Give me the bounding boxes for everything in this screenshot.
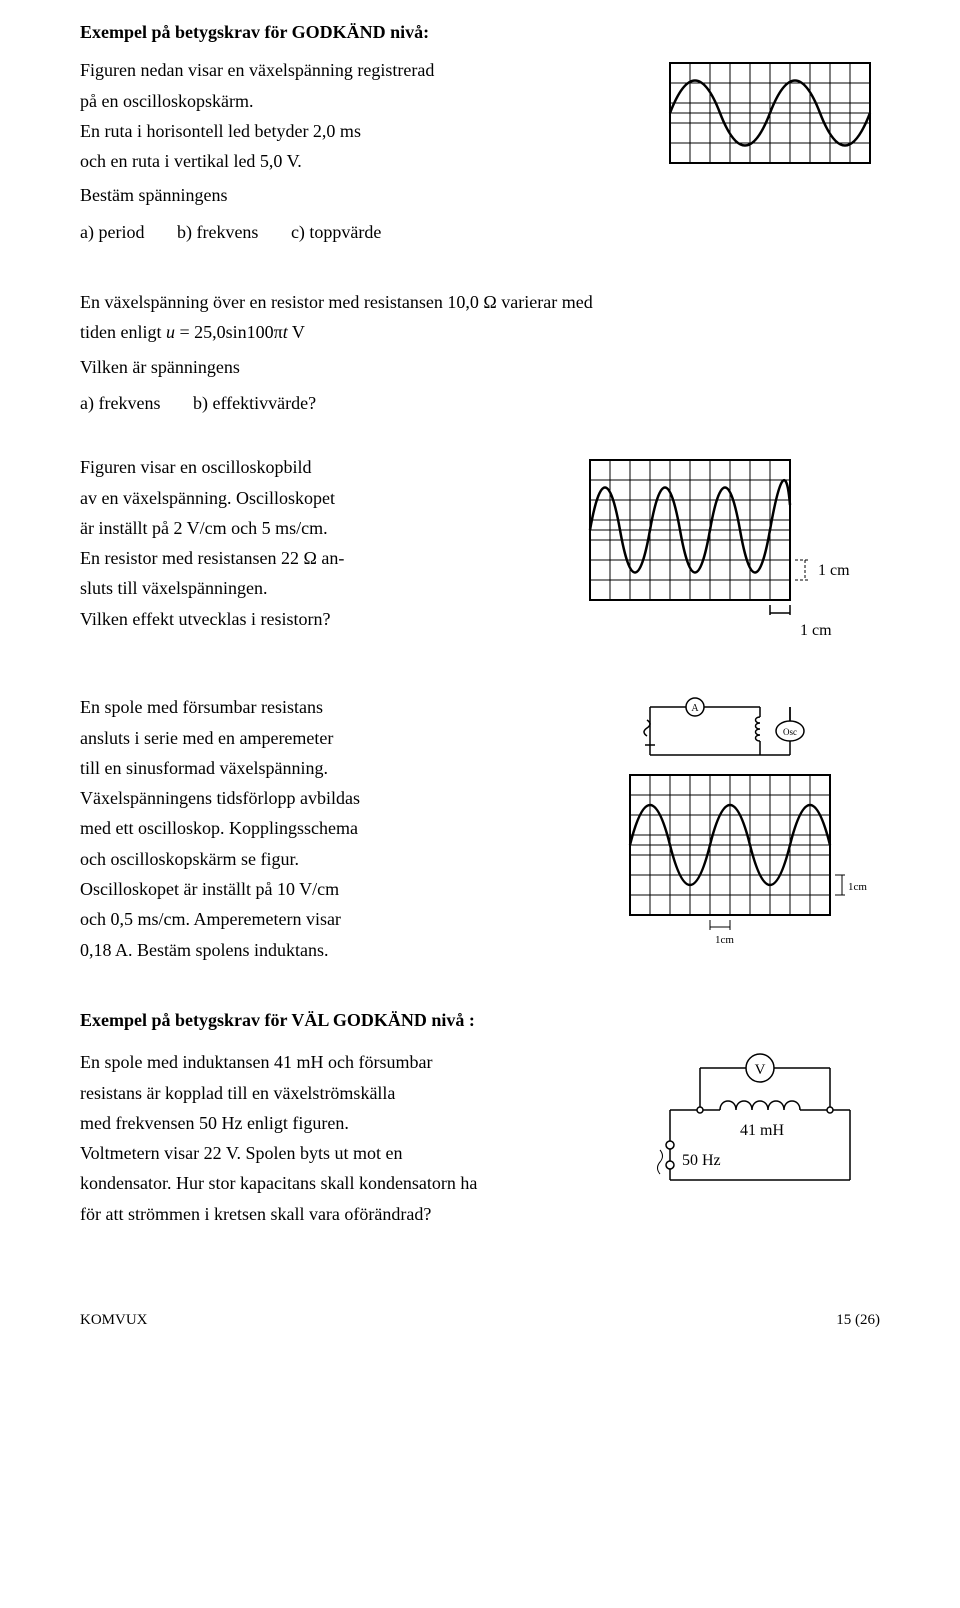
q5-lbl2: 50 Hz (682, 1152, 721, 1169)
q1-b: b) frekvens (177, 222, 258, 242)
q3-l3: är inställt på 2 V/cm och 5 ms/cm. (80, 516, 560, 540)
q3-l5: sluts till växelspänningen. (80, 576, 560, 600)
page-footer: KOMVUX 15 (26) (80, 1312, 880, 1329)
heading-approved: Exempel på betygskrav för GODKÄND nivå: (80, 20, 880, 44)
q5-l5: kondensator. Hur stor kapacitans skall k… (80, 1171, 620, 1195)
q2-a: a) frekvens (80, 393, 160, 413)
q2-l2: tiden enligt u = 25,0sin100πt V (80, 320, 880, 344)
question-1: Figuren nedan visar en växelspänning reg… (80, 58, 880, 250)
q1-c: c) toppvärde (291, 222, 381, 242)
q4-l7: Oscilloskopet är inställt på 10 V/cm (80, 877, 600, 901)
q1-a: a) period (80, 222, 144, 242)
q2-l1: En växelspänning över en resistor med re… (80, 290, 880, 314)
q1-figure (660, 58, 880, 168)
q3-l6: Vilken effekt utvecklas i resistorn? (80, 607, 560, 631)
q4-figure: A Osc (620, 695, 880, 955)
q1-parts: a) period b) frekvens c) toppvärde (80, 220, 640, 244)
svg-text:V: V (755, 1062, 766, 1078)
heading-well-approved: Exempel på betygskrav för VÄL GODKÄND ni… (80, 1008, 880, 1032)
q1-l1: Figuren nedan visar en växelspänning reg… (80, 58, 640, 82)
question-3: Figuren visar en oscilloskopbild av en v… (80, 455, 880, 655)
question-2: En växelspänning över en resistor med re… (80, 290, 880, 415)
q4-l2: ansluts i serie med en amperemeter (80, 726, 600, 750)
q5-l2: resistans är kopplad till en växelströms… (80, 1081, 620, 1105)
svg-text:1cm: 1cm (848, 881, 867, 893)
footer-left: KOMVUX (80, 1312, 148, 1329)
q1-l2: på en oscilloskopskärm. (80, 89, 640, 113)
q4-l5: med ett oscilloskop. Kopplingsschema (80, 816, 600, 840)
q4-l6: och oscilloskopskärm se figur. (80, 847, 600, 871)
q3-label-v: 1 cm (818, 562, 850, 579)
q2-b: b) effektivvärde? (193, 393, 316, 413)
q2-l2b: u (166, 322, 175, 342)
q2-l2e: V (288, 322, 305, 342)
q2-l3: Vilken är spänningens (80, 355, 880, 379)
q5-lbl1: 41 mH (740, 1122, 784, 1139)
q5-l4: Voltmetern visar 22 V. Spolen byts ut mo… (80, 1141, 620, 1165)
q3-l1: Figuren visar en oscilloskopbild (80, 455, 560, 479)
q1-l5: Bestäm spänningens (80, 183, 640, 207)
q3-l2: av en växelspänning. Oscilloskopet (80, 486, 560, 510)
q2-parts: a) frekvens b) effektivvärde? (80, 391, 880, 415)
svg-text:1cm: 1cm (715, 934, 734, 946)
q4-l1: En spole med försumbar resistans (80, 695, 600, 719)
q4-l9: 0,18 A. Bestäm spolens induktans. (80, 938, 600, 962)
q3-figure: 1 cm 1 cm (580, 455, 880, 655)
q1-l3: En ruta i horisontell led betyder 2,0 ms (80, 119, 640, 143)
svg-text:Osc: Osc (783, 727, 797, 737)
q2-l2c: = 25,0sin100π (175, 322, 283, 342)
q3-label-h: 1 cm (800, 622, 832, 639)
q4-l8: och 0,5 ms/cm. Amperemetern visar (80, 907, 600, 931)
q1-l4: och en ruta i vertikal led 5,0 V. (80, 149, 640, 173)
q4-l3: till en sinusformad växelspänning. (80, 756, 600, 780)
question-4: En spole med försumbar resistans ansluts… (80, 695, 880, 968)
q2-l2a: tiden enligt (80, 322, 166, 342)
question-5: En spole med induktansen 41 mH och försu… (80, 1050, 880, 1232)
svg-text:A: A (691, 703, 699, 714)
footer-right: 15 (26) (836, 1312, 880, 1329)
q5-l3: med frekvensen 50 Hz enligt figuren. (80, 1111, 620, 1135)
q3-l4: En resistor med resistansen 22 Ω an- (80, 546, 560, 570)
q5-figure: V (640, 1050, 880, 1200)
q4-l4: Växelspänningens tidsförlopp avbildas (80, 786, 600, 810)
q5-l1: En spole med induktansen 41 mH och försu… (80, 1050, 620, 1074)
q5-l6: för att strömmen i kretsen skall vara of… (80, 1202, 620, 1226)
